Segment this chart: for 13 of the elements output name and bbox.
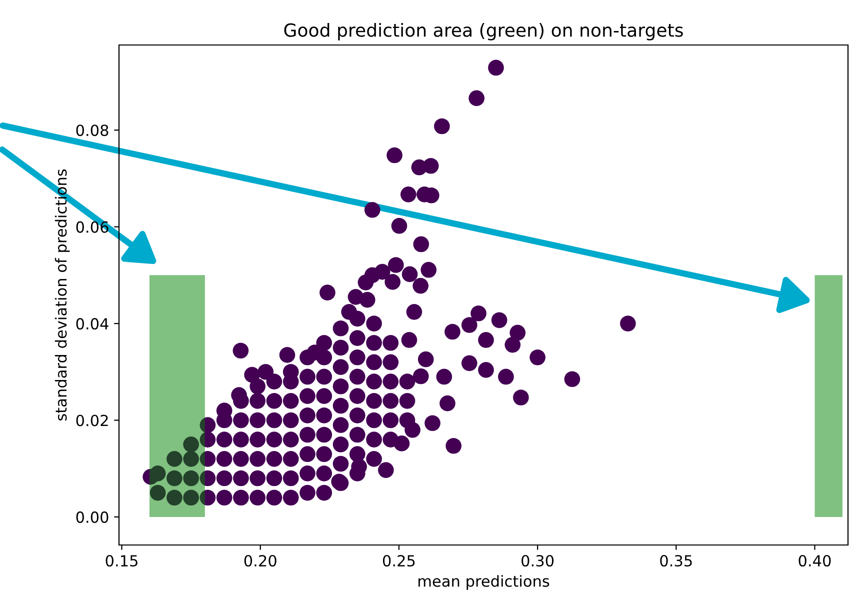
x-tick-label: 0.20 [244, 554, 276, 567]
x-tick-label: 0.15 [106, 554, 138, 567]
y-tick-label: 0.04 [76, 318, 108, 330]
y-axis-title: standard deviation of predictions [54, 169, 70, 421]
y-tick-label: 0.08 [76, 124, 108, 136]
y-tick-label: 0.02 [76, 414, 108, 426]
x-tick-label: 0.35 [660, 554, 692, 567]
x-tick-label: 0.40 [798, 554, 831, 567]
y-tick-label: 0.00 [76, 511, 108, 523]
x-tick-label: 0.30 [522, 554, 554, 567]
chart-title: Good prediction area (green) on non-targets [284, 22, 683, 40]
x-axis-title: mean predictions [418, 575, 550, 590]
x-tick-label: 0.25 [382, 554, 415, 567]
